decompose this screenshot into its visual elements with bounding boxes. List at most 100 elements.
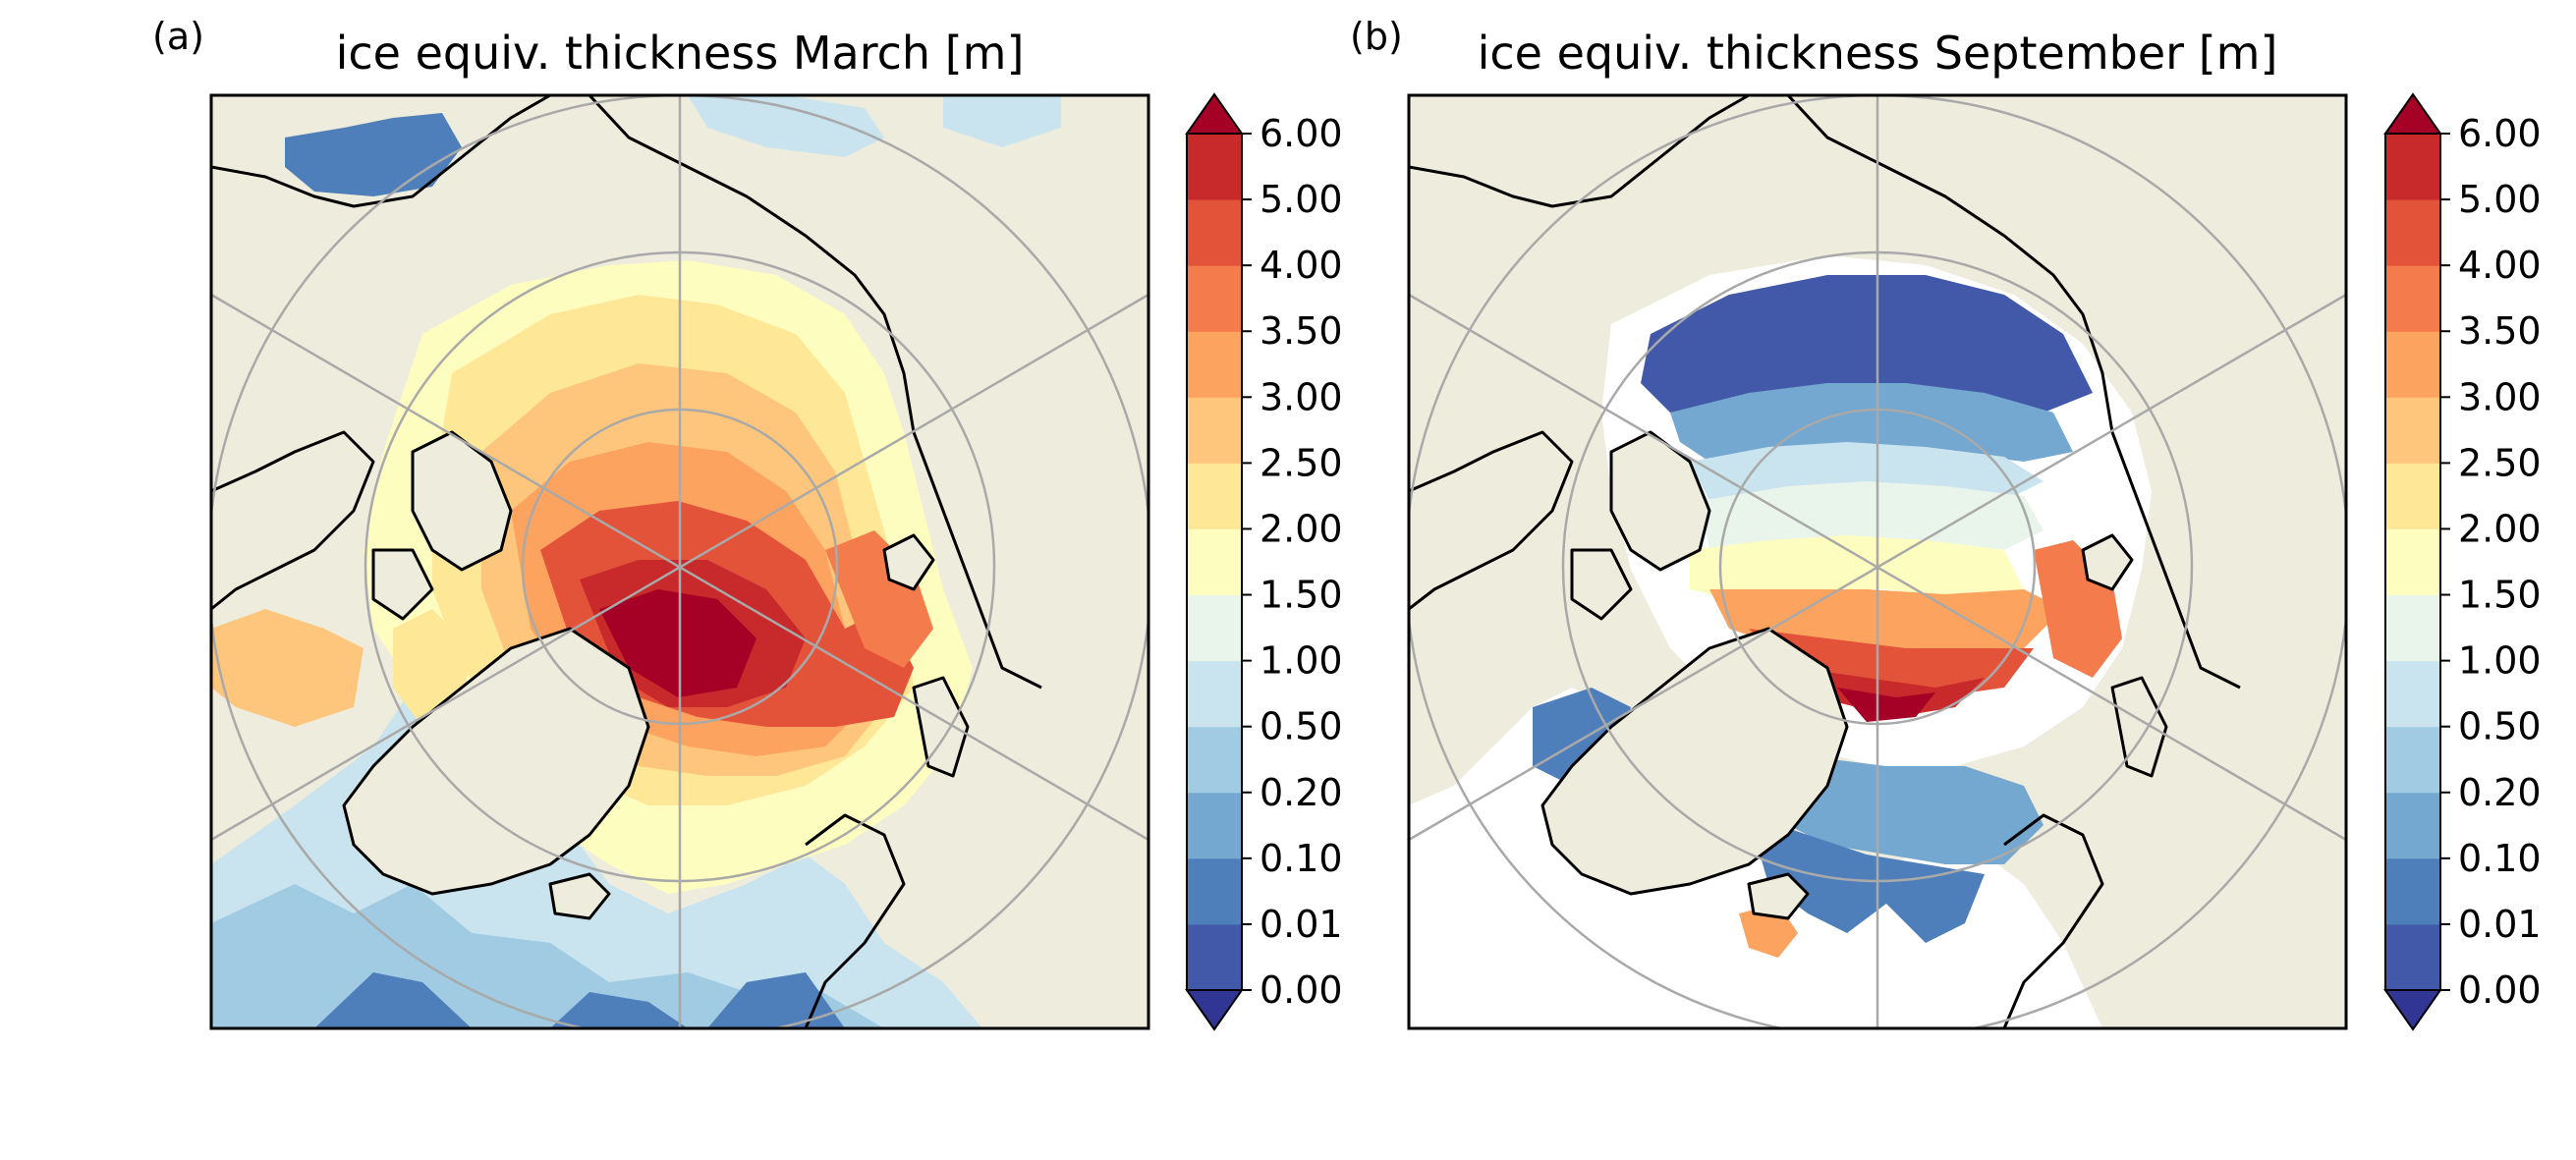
colorbar-tick-label-march: 2.00 — [1260, 507, 1343, 550]
alaska-coast-september — [1409, 95, 1750, 208]
colorbar-tick-label-september: 6.00 — [2458, 112, 2542, 155]
colorbar-segment-march — [1187, 331, 1242, 398]
svalbard-september — [2081, 533, 2134, 591]
greenland-march — [342, 627, 650, 896]
map-frame-september — [1407, 93, 2348, 1030]
colorbar-tick-label-march: 6.00 — [1260, 112, 1343, 155]
ice-region-march-maxred — [599, 589, 756, 697]
scandinavia-march — [804, 813, 906, 1028]
scandinavia-september — [2002, 813, 2104, 1028]
novaya-zemlya-september — [2110, 676, 2168, 778]
colorbar-segment-september — [2385, 331, 2440, 398]
colorbar-segment-september — [2385, 134, 2440, 200]
gridlines-september — [1409, 95, 2346, 1028]
ice-region-september-yellow — [1690, 535, 2024, 599]
colorbar-segment-march — [1187, 923, 1242, 991]
iceland-march — [548, 872, 611, 920]
ice-region-march-edge — [314, 972, 845, 1028]
siberia-coast-march — [588, 95, 1042, 690]
colorbar-tick-label-september: 0.20 — [2458, 771, 2542, 814]
colorbar-tick-label-march: 1.50 — [1260, 574, 1343, 617]
ice-region-september-darkblue — [1641, 275, 2093, 413]
colorbar-tick-label-september: 1.00 — [2458, 639, 2542, 683]
colorbar-tick-label-september: 0.10 — [2458, 837, 2542, 880]
greenland-september — [1540, 627, 1849, 896]
colorbar-segment-march — [1187, 792, 1242, 859]
colorbar-tick-label-march: 0.00 — [1260, 968, 1343, 1012]
panel-label-a: (a) — [152, 15, 204, 58]
colorbar-segment-march — [1187, 660, 1242, 728]
colorbar-under-extension-march — [1185, 989, 1244, 1031]
colorbar-outline-september — [2384, 133, 2441, 991]
canada-coast-september — [1409, 430, 1574, 611]
colorbar-segment-september — [2385, 792, 2440, 859]
ice-region-september-pale — [1700, 481, 2044, 550]
colorbar-segment-march — [1187, 726, 1242, 794]
colorbar-segment-march — [1187, 463, 1242, 529]
canada-coast-march — [211, 430, 375, 611]
colorbar-tick-label-march: 3.00 — [1260, 375, 1343, 418]
colorbar-tick-label-march: 4.00 — [1260, 244, 1343, 287]
colorbar-tick-label-september: 1.50 — [2458, 574, 2542, 617]
colorbar-under-extension-september — [2383, 989, 2442, 1031]
colorbar-tick-label-september: 0.01 — [2458, 903, 2542, 946]
coastlines-september — [1409, 95, 2241, 1028]
colorbar-september: 0.00 0.01 0.10 0.20 0.50 1.00 1.50 2.00 2.50 3.00… — [2383, 92, 2542, 1031]
map-frame-march — [209, 93, 1150, 1030]
panel-title-september: ice equiv. thickness September [m] — [1478, 27, 2278, 80]
colorbar-tick-label-september: 3.50 — [2458, 309, 2542, 353]
colorbar-tick-label-september: 5.00 — [2458, 178, 2542, 221]
ice-region-september-darkred — [1798, 668, 1985, 717]
colorbar-segment-september — [2385, 726, 2440, 794]
colorbar-segment-september — [2385, 528, 2440, 596]
iceland-september — [1747, 872, 1810, 920]
colorbar-tick-label-march: 5.00 — [1260, 178, 1343, 221]
panel-march: (a) ice equiv. thickness March [m] — [152, 15, 1150, 1030]
svalbard-march — [882, 533, 935, 591]
colorbar-segment-september — [2385, 199, 2440, 266]
colorbar-tick-label-september: 0.50 — [2458, 705, 2542, 748]
colorbar-tick-label-september: 2.00 — [2458, 507, 2542, 550]
colorbar-segment-september — [2385, 594, 2440, 662]
colorbar-segment-september — [2385, 397, 2440, 464]
colorbar-segment-september — [2385, 923, 2440, 991]
ice-region-september-lightblue — [1690, 442, 2044, 501]
colorbar-tick-label-september: 4.00 — [2458, 244, 2542, 287]
novaya-zemlya-march — [912, 676, 970, 778]
panel-september: (b) ice equiv. thickness September [m] — [1350, 15, 2348, 1030]
colorbar-tick-label-march: 2.50 — [1260, 441, 1343, 484]
panel-title-march: ice equiv. thickness March [m] — [336, 27, 1025, 80]
colorbar-outline-march — [1186, 133, 1243, 991]
colorbar-tick-label-march: 0.10 — [1260, 837, 1343, 880]
colorbar-segment-march — [1187, 265, 1242, 332]
colorbar-segment-september — [2385, 265, 2440, 332]
colorbar-over-extension-september — [2383, 92, 2442, 135]
ice-region-march-hudson — [211, 609, 364, 727]
colorbar-segment-september — [2385, 463, 2440, 529]
colorbar-tick-label-march: 0.01 — [1260, 903, 1343, 946]
colorbar-over-extension-march — [1185, 92, 1244, 135]
colorbar-segment-march — [1187, 199, 1242, 266]
colorbar-tick-label-march: 0.50 — [1260, 705, 1343, 748]
colorbar-tick-label-march: 1.00 — [1260, 639, 1343, 683]
colorbar-segment-march — [1187, 857, 1242, 925]
colorbar-segment-september — [2385, 857, 2440, 925]
colorbar-tick-label-september: 3.00 — [2458, 375, 2542, 418]
colorbar-tick-label-march: 0.20 — [1260, 771, 1343, 814]
colorbar-segment-march — [1187, 528, 1242, 596]
colorbar-segment-march — [1187, 397, 1242, 464]
gridlines-march — [211, 95, 1148, 1028]
ice-region-september-atlantic-edge — [1749, 815, 1985, 943]
colorbar-tick-label-march: 3.50 — [1260, 309, 1343, 353]
colorbar-segment-march — [1187, 134, 1242, 200]
coastlines-march — [211, 95, 1042, 1028]
colorbar-segment-march — [1187, 594, 1242, 662]
siberia-coast-september — [1786, 95, 2241, 690]
colorbar-march: 0.00 0.01 0.10 0.20 0.50 1.00 1.50 2.00 2.50 3.00… — [1185, 92, 1343, 1031]
map-september — [1409, 95, 2346, 1028]
ice-region-september-maxred — [1837, 688, 1935, 722]
map-march — [211, 95, 1148, 1028]
colorbar-segment-september — [2385, 660, 2440, 728]
ice-region-march-okhotsk — [688, 95, 1061, 157]
